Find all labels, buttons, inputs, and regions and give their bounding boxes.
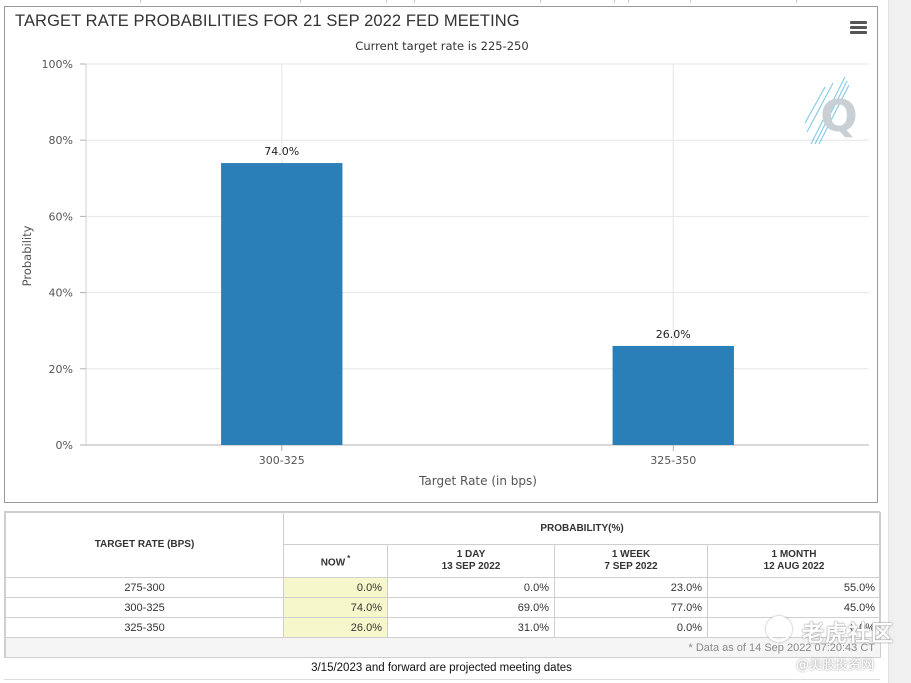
y-tick-label: 20% [49, 363, 73, 376]
probability-table: TARGET RATE (BPS) PROBABILITY(%) NOW * 1 … [4, 512, 882, 658]
day-cell: 31.0% [387, 617, 555, 638]
x-tick-label: 325-350 [650, 454, 696, 467]
bar-325-350[interactable] [612, 345, 734, 445]
x-axis-title: Target Rate (in bps) [418, 474, 537, 488]
y-tick-label: 60% [49, 210, 73, 223]
y-tick-label: 80% [49, 134, 73, 147]
table-row: 325-350 26.0% 31.0% 0.0% 0.0% [5, 617, 882, 638]
chart-canvas: 0%20%40%60%80%100% Q 74.0%26.0% 300-325 3… [20, 58, 869, 488]
chart-title: TARGET RATE PROBABILITIES FOR 21 SEP 202… [15, 12, 520, 30]
week-cell: 0.0% [554, 617, 708, 638]
menu-icon[interactable] [850, 20, 868, 36]
week-cell: 23.0% [554, 577, 708, 598]
now-cell: 26.0% [283, 617, 388, 638]
day-cell: 0.0% [387, 577, 555, 598]
column-header-1-day: 1 DAY 13 SEP 2022 [387, 544, 555, 578]
scrollbar[interactable] [888, 0, 911, 683]
bar-series [221, 163, 734, 445]
watermark-logo-icon [766, 616, 792, 642]
week-cell: 77.0% [554, 597, 708, 618]
month-cell: 55.0% [706, 577, 882, 598]
rate-cell: 325-350 [5, 617, 284, 638]
probability-table-panel: TARGET RATE (BPS) PROBABILITY(%) NOW * 1 … [4, 511, 882, 658]
logo-icon: Q [804, 76, 858, 145]
top-strip [0, 0, 911, 4]
y-tick-label: 100% [42, 58, 73, 71]
chart-subtitle: Current target rate is 225-250 [355, 39, 529, 53]
y-tick-label: 40% [49, 287, 73, 300]
rate-cell: 300-325 [5, 597, 284, 618]
month-cell: 45.0% [706, 597, 882, 618]
table-row: 275-300 0.0% 0.0% 23.0% 55.0% [5, 577, 882, 598]
x-tick-label: 300-325 [259, 454, 305, 467]
x-axis-ticks: 300-325 325-350 [259, 454, 696, 467]
watermark-subtext: @美股投资网 [796, 658, 875, 673]
bar-300-325[interactable] [221, 163, 343, 445]
data-labels: 74.0% 26.0% [264, 145, 690, 341]
column-header-1-week: 1 WEEK 7 SEP 2022 [554, 544, 708, 578]
chart-panel: 0% 20% 40% 60% 80% 100% Q 74.0% 26.0% 300-325 3… [4, 6, 878, 503]
target-rate-header: TARGET RATE (BPS) [5, 512, 284, 578]
column-header-now: NOW * [283, 544, 388, 578]
data-timestamp-footnote: * Data as of 14 Sep 2022 07:20:43 CT [4, 637, 882, 658]
gridlines [80, 63, 869, 451]
projected-dates-note: 3/15/2023 and forward are projected meet… [311, 662, 572, 674]
divider [4, 679, 880, 680]
day-cell: 69.0% [387, 597, 555, 618]
table-row: 300-325 74.0% 69.0% 77.0% 45.0% [5, 597, 882, 618]
column-header-1-month: 1 MONTH 12 AUG 2022 [706, 544, 882, 578]
probability-header: PROBABILITY(%) [282, 512, 882, 545]
y-axis-ticks: 0% 20% 40% 60% 80% 100% [42, 58, 73, 452]
y-tick-label: 0% [56, 439, 73, 452]
now-cell: 74.0% [283, 597, 388, 618]
bar-data-label: 26.0% [656, 328, 691, 341]
watermark-text: 老虎社区 [802, 622, 895, 647]
logo-letter: Q [820, 91, 857, 142]
bar-data-label: 74.0% [264, 145, 299, 158]
now-cell: 0.0% [283, 577, 388, 598]
rate-cell: 275-300 [5, 577, 284, 598]
y-axis-title: Probability [20, 225, 34, 286]
